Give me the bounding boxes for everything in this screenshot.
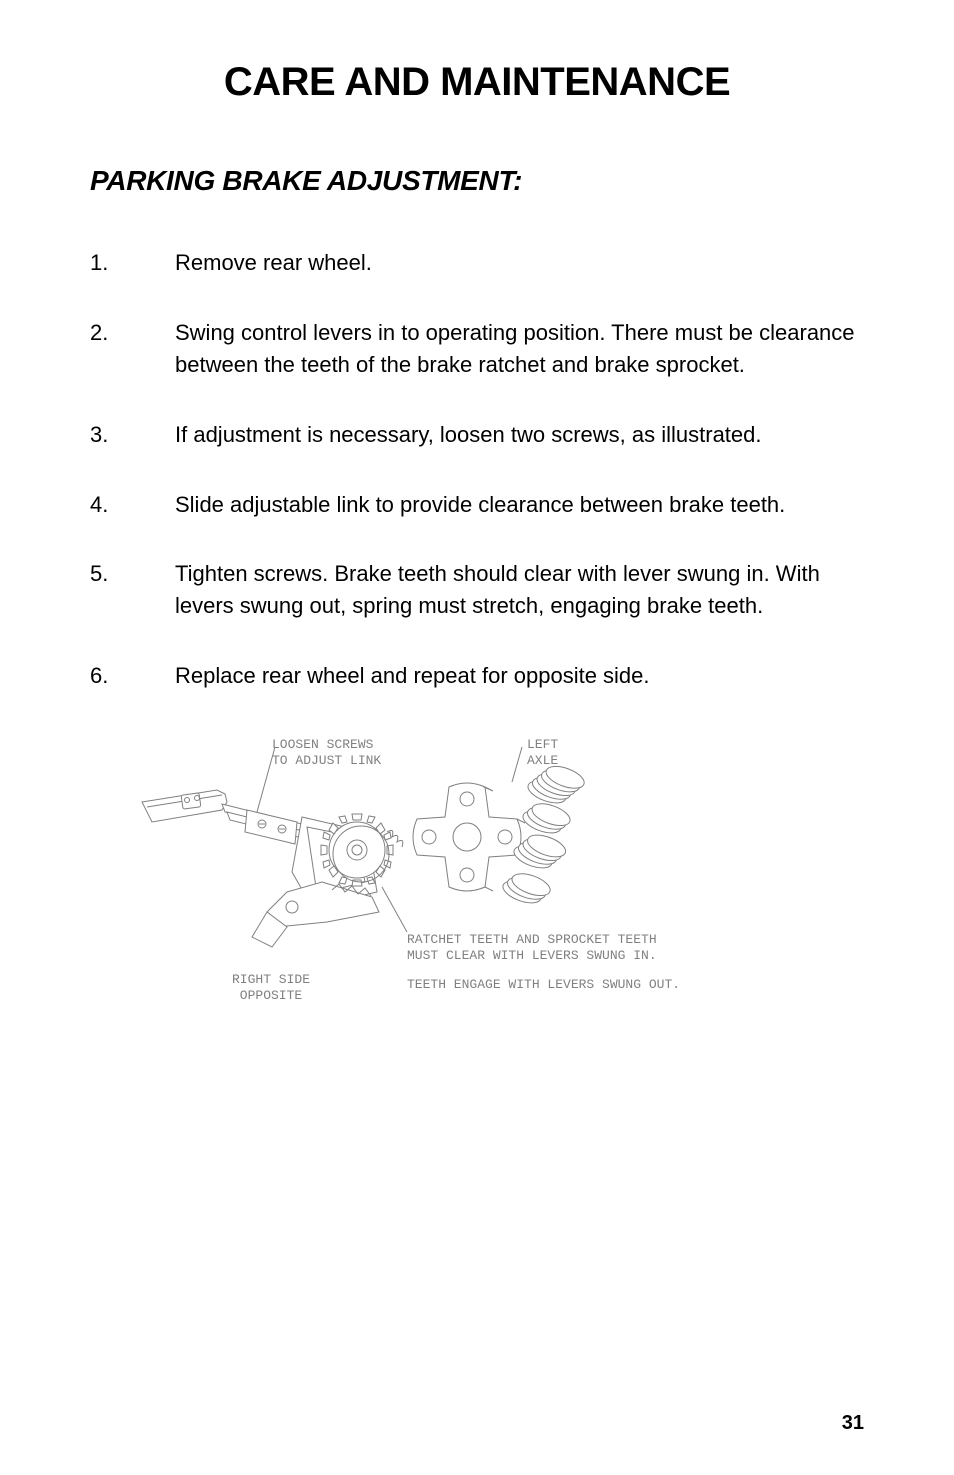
diagram-container: LOOSEN SCREWS TO ADJUST LINK LEFT AXLE R… [90,732,864,1052]
section-subtitle: PARKING BRAKE ADJUSTMENT: [90,165,864,197]
diagram-label-ratchet: RATCHET TEETH AND SPROCKET TEETH MUST CL… [407,932,657,963]
page-title: CARE AND MAINTENANCE [90,60,864,105]
step-number: 5. [90,558,175,622]
diagram-label-left-axle: LEFT AXLE [527,737,558,768]
diagram-label-loosen: LOOSEN SCREWS TO ADJUST LINK [272,737,381,768]
diagram-label-teeth-engage: TEETH ENGAGE WITH LEVERS SWUNG OUT. [407,977,680,993]
diagram-label-right-side: RIGHT SIDE OPPOSITE [232,972,310,1003]
list-item: 3. If adjustment is necessary, loosen tw… [90,419,864,451]
step-number: 2. [90,317,175,381]
step-number: 3. [90,419,175,451]
step-text: Swing control levers in to operating pos… [175,317,864,381]
step-text: Tighten screws. Brake teeth should clear… [175,558,864,622]
steps-list: 1. Remove rear wheel. 2. Swing control l… [90,247,864,692]
step-text: Replace rear wheel and repeat for opposi… [175,660,864,692]
step-number: 4. [90,489,175,521]
diagram-svg [127,732,827,1052]
list-item: 6. Replace rear wheel and repeat for opp… [90,660,864,692]
page-number: 31 [842,1412,864,1435]
list-item: 2. Swing control levers in to operating … [90,317,864,381]
step-text: If adjustment is necessary, loosen two s… [175,419,864,451]
step-number: 1. [90,247,175,279]
step-text: Slide adjustable link to provide clearan… [175,489,864,521]
list-item: 4. Slide adjustable link to provide clea… [90,489,864,521]
step-text: Remove rear wheel. [175,247,864,279]
brake-diagram: LOOSEN SCREWS TO ADJUST LINK LEFT AXLE R… [127,732,827,1052]
step-number: 6. [90,660,175,692]
list-item: 5. Tighten screws. Brake teeth should cl… [90,558,864,622]
list-item: 1. Remove rear wheel. [90,247,864,279]
